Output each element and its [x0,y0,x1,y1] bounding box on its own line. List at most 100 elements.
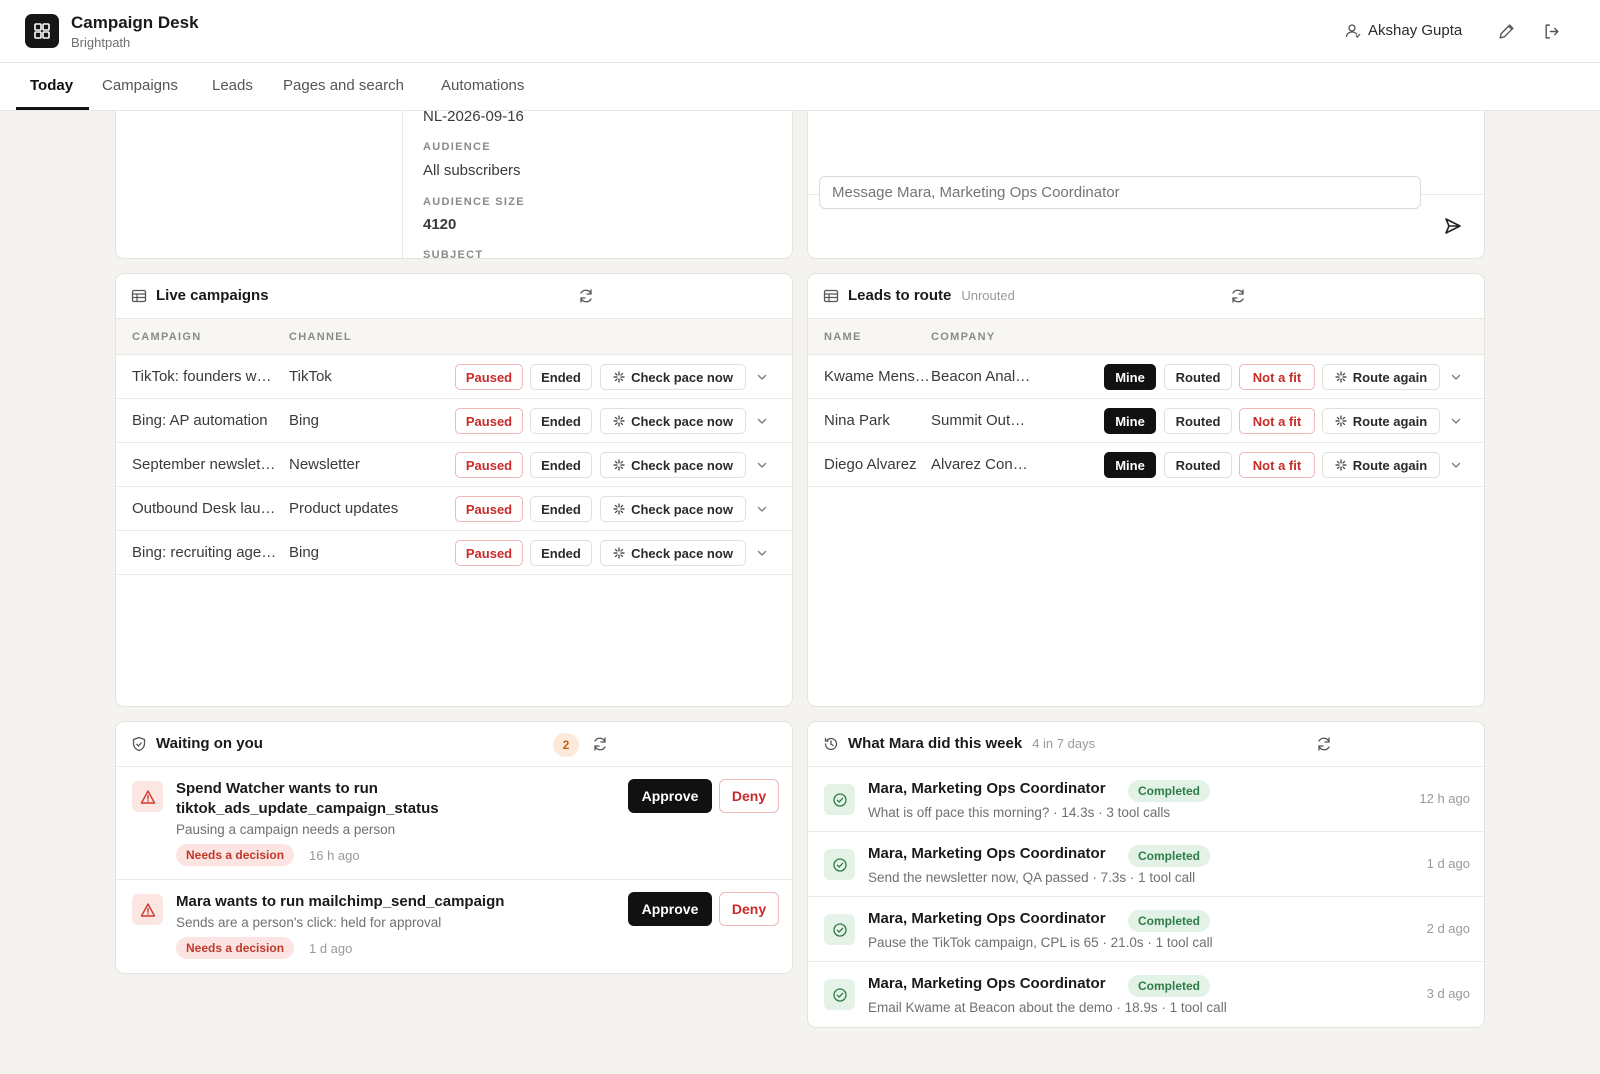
ended-button[interactable]: Ended [530,408,592,434]
lead-name: Nina Park [824,412,890,429]
activity-agent: Mara, Marketing Ops Coordinator [868,910,1106,927]
campaign-row[interactable]: Outbound Desk lau… Product updates Pause… [116,487,792,531]
campaign-channel: Newsletter [289,456,360,473]
tab-campaigns[interactable]: Campaigns [102,77,178,94]
check-pace-button[interactable]: Check pace now [600,452,746,478]
mine-button[interactable]: Mine [1104,452,1156,478]
lead-name: Kwame Mens… [824,368,930,385]
mine-button[interactable]: Mine [1104,408,1156,434]
campaign-name: Bing: AP automation [132,412,268,429]
chevron-down-icon[interactable] [756,502,768,514]
leads-to-route-card: Leads to route Unrouted NAME COMPANY Kwa… [807,273,1485,707]
activity-item[interactable]: Mara, Marketing Ops Coordinator Complete… [808,962,1484,1027]
subject-label: SUBJECT [423,249,484,259]
edit-icon[interactable] [1496,21,1516,41]
check-circle-icon [824,849,855,880]
approval-time: 1 d ago [309,941,353,956]
activity-time: 1 d ago [1426,856,1470,871]
user-menu[interactable]: Akshay Gupta [1345,22,1462,39]
pending-count-badge: 2 [553,733,579,757]
ended-button[interactable]: Ended [530,452,592,478]
campaign-row[interactable]: Bing: AP automation Bing Paused Ended Ch… [116,399,792,443]
route-again-button[interactable]: Route again [1322,408,1440,434]
campaign-row[interactable]: TikTok: founders w… TikTok Paused Ended … [116,355,792,399]
campaign-row[interactable]: September newslet… Newsletter Paused End… [116,443,792,487]
routed-button[interactable]: Routed [1164,364,1232,390]
mine-button[interactable]: Mine [1104,364,1156,390]
activity-time: 3 d ago [1426,986,1470,1001]
check-pace-button[interactable]: Check pace now [600,364,746,390]
routed-button[interactable]: Routed [1164,408,1232,434]
column-campaign: CAMPAIGN [132,331,202,343]
campaign-channel: TikTok [289,368,332,385]
routed-button[interactable]: Routed [1164,452,1232,478]
activity-item[interactable]: Mara, Marketing Ops Coordinator Complete… [808,897,1484,962]
sparkle-icon [1335,459,1347,471]
leads-header: Leads to route Unrouted [808,274,1484,319]
warning-icon [132,894,163,925]
lead-row[interactable]: Diego Alvarez Alvarez Con… Mine Routed N… [808,443,1484,487]
sparkle-icon [613,503,625,515]
chat-message-input[interactable] [819,176,1421,209]
deny-button[interactable]: Deny [719,892,779,926]
deny-button[interactable]: Deny [719,779,779,813]
sparkle-icon [613,371,625,383]
table-header: CAMPAIGN CHANNEL [116,319,792,355]
lead-row[interactable]: Kwame Mens… Beacon Anal… Mine Routed Not… [808,355,1484,399]
chevron-down-icon[interactable] [1450,370,1462,382]
refresh-icon[interactable] [592,736,608,752]
activity-item[interactable]: Mara, Marketing Ops Coordinator Complete… [808,832,1484,897]
ended-button[interactable]: Ended [530,496,592,522]
not-a-fit-button[interactable]: Not a fit [1239,452,1315,478]
approval-title: Spend Watcher wants to run tiktok_ads_up… [176,780,439,817]
route-again-button[interactable]: Route again [1322,452,1440,478]
check-pace-button[interactable]: Check pace now [600,540,746,566]
chevron-down-icon[interactable] [756,370,768,382]
lead-row[interactable]: Nina Park Summit Out… Mine Routed Not a … [808,399,1484,443]
chevron-down-icon[interactable] [756,458,768,470]
paused-button[interactable]: Paused [455,408,523,434]
chevron-down-icon[interactable] [1450,458,1462,470]
activity-header: What Mara did this week 4 in 7 days [808,722,1484,767]
campaign-row[interactable]: Bing: recruiting age… Bing Paused Ended … [116,531,792,575]
send-icon[interactable] [1443,216,1463,236]
not-a-fit-button[interactable]: Not a fit [1239,364,1315,390]
check-pace-button[interactable]: Check pace now [600,496,746,522]
completed-badge: Completed [1128,845,1211,867]
tab-leads[interactable]: Leads [212,77,253,94]
column-name: NAME [824,331,862,343]
live-campaigns-card: Live campaigns CAMPAIGN CHANNEL TikTok: … [115,273,793,707]
approve-button[interactable]: Approve [628,892,712,926]
ended-button[interactable]: Ended [530,540,592,566]
waiting-header: Waiting on you 2 [116,722,792,767]
refresh-icon[interactable] [578,288,594,304]
approve-button[interactable]: Approve [628,779,712,813]
refresh-icon[interactable] [1230,288,1246,304]
completed-badge: Completed [1128,780,1211,802]
column-channel: CHANNEL [289,331,352,343]
activity-item[interactable]: Mara, Marketing Ops Coordinator Complete… [808,767,1484,832]
paused-button[interactable]: Paused [455,452,523,478]
chevron-down-icon[interactable] [756,546,768,558]
approval-title: Mara wants to run mailchimp_send_campaig… [176,893,505,910]
chevron-down-icon[interactable] [756,414,768,426]
route-again-button[interactable]: Route again [1322,364,1440,390]
paused-button[interactable]: Paused [455,540,523,566]
waiting-on-you-card: Waiting on you 2 Spend Watcher wants to … [115,721,793,974]
activity-detail: What is off pace this morning? · 14.3s ·… [868,805,1171,820]
refresh-icon[interactable] [1316,736,1332,752]
logout-icon[interactable] [1541,21,1561,41]
check-pace-button[interactable]: Check pace now [600,408,746,434]
tab-pages-and-search[interactable]: Pages and search [283,77,404,94]
approval-time: 16 h ago [309,848,360,863]
tab-automations[interactable]: Automations [441,77,525,94]
lead-company: Summit Out… [931,412,1026,429]
paused-button[interactable]: Paused [455,496,523,522]
check-circle-icon [824,914,855,945]
not-a-fit-button[interactable]: Not a fit [1239,408,1315,434]
paused-button[interactable]: Paused [455,364,523,390]
chevron-down-icon[interactable] [1450,414,1462,426]
ended-button[interactable]: Ended [530,364,592,390]
tab-today[interactable]: Today [30,77,74,94]
warning-icon [132,781,163,812]
